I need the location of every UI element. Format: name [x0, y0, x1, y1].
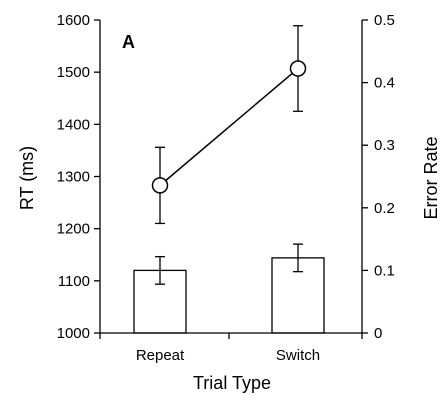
x-tick-label: Switch — [276, 347, 320, 364]
y-right-tick-label: 0.4 — [374, 75, 395, 92]
line-layer — [151, 25, 307, 225]
y-axis-left-title: RT (ms) — [17, 146, 37, 210]
bars-layer — [133, 243, 325, 334]
y-left-tick-label: 1000 — [57, 325, 90, 342]
y-left-tick-label: 1200 — [57, 221, 90, 238]
y-right-tick-label: 0.1 — [374, 262, 395, 279]
y-left-tick-label: 1100 — [58, 273, 90, 290]
x-tick-label: Repeat — [136, 347, 185, 364]
y-left-tick-label: 1600 — [57, 12, 90, 29]
y-right-tick-label: 0.3 — [374, 137, 395, 154]
axes-layer: 1000 1100 1200 1300 1400 1500 1600 0 0.1 0.2 0.3 0.… — [57, 12, 395, 364]
y-left-tick-label: 1400 — [57, 116, 90, 133]
data-point — [289, 60, 307, 77]
y-right-tick-label: 0.5 — [374, 12, 395, 29]
rt-series-line — [159, 67, 299, 186]
y-right-tick-label: 0.2 — [374, 200, 395, 217]
y-left-tick-label: 1300 — [57, 169, 90, 186]
y-axis-right-title: Error Rate — [421, 136, 441, 219]
y-right-tick-label: 0 — [374, 325, 382, 342]
panel-label: A — [122, 32, 135, 52]
y-left-tick-label: 1500 — [57, 64, 90, 81]
data-point — [151, 177, 169, 194]
x-axis-title: Trial Type — [193, 373, 271, 393]
